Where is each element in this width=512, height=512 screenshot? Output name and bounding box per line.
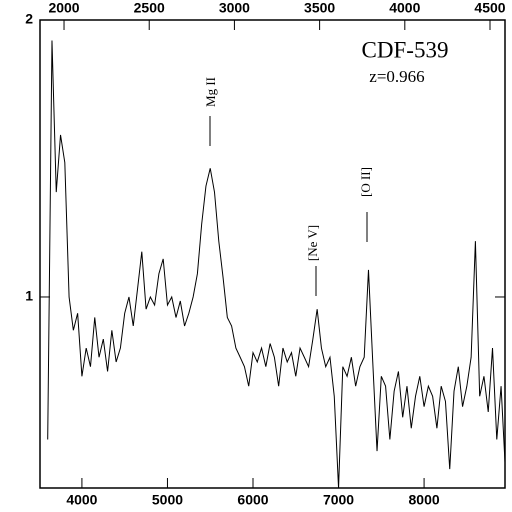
- plot-frame: [39, 19, 506, 489]
- x2-tick-label: 2500: [134, 0, 165, 16]
- line-label: [Ne V]: [305, 225, 320, 261]
- x2-tick-label: 4000: [389, 0, 420, 16]
- x2-tick-label: 3500: [304, 0, 335, 16]
- line-label: Mg II: [203, 77, 218, 107]
- x-tick-label: 6000: [237, 492, 268, 508]
- spectrum-line: [47, 40, 505, 488]
- chart-subtitle: z=0.966: [369, 67, 424, 86]
- chart-title: CDF-539: [362, 37, 449, 62]
- line-label: [O II]: [358, 167, 373, 197]
- y-tick-label: 1: [25, 288, 33, 304]
- x-tick-label: 5000: [152, 492, 183, 508]
- y-tick-label: 2: [25, 11, 33, 27]
- x-tick-label: 7000: [323, 492, 354, 508]
- x2-tick-label: 3000: [219, 0, 250, 16]
- x-tick-label: 4000: [66, 492, 97, 508]
- x2-tick-label: 4500: [474, 0, 505, 16]
- x-tick-label: 8000: [409, 492, 440, 508]
- x2-tick-label: 2000: [48, 0, 79, 16]
